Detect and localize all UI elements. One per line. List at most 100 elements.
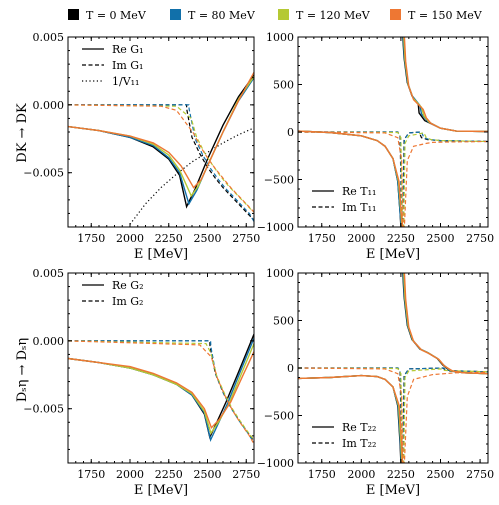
panel-G2: 1750 2000 2250 2500 2750 0.005 0.000 −0.005 E [M… xyxy=(23,267,260,498)
y-tick-label: −1000 xyxy=(257,221,294,234)
x-tick-label: 2000 xyxy=(116,232,144,245)
y-tick-label: 1000 xyxy=(266,31,294,44)
panel-legend-label: Re G₁ xyxy=(112,43,144,56)
series-line-real xyxy=(402,273,488,375)
row-label-dseta: Dₛη → Dₛη xyxy=(15,338,30,402)
x-tick-label: 2250 xyxy=(387,468,415,481)
panel-legend: Re G₂ Im G₂ xyxy=(82,279,144,308)
panel-legend-label: Re T₁₁ xyxy=(342,185,376,198)
series-line-imag xyxy=(68,104,254,213)
legend-label: T = 0 MeV xyxy=(86,9,147,22)
series-line-real xyxy=(68,76,254,198)
series-line-imag xyxy=(298,367,488,463)
x-tick-label: 2750 xyxy=(232,232,260,245)
series-line-real xyxy=(403,37,488,133)
x-tick-label: 2750 xyxy=(466,232,494,245)
y-tick-label: −0.005 xyxy=(23,403,64,416)
y-tick-label: −500 xyxy=(264,410,294,423)
x-axis-label: E [MeV] xyxy=(366,483,420,498)
series-line-real xyxy=(402,37,488,133)
panel-legend-label: Re T₂₂ xyxy=(342,421,376,434)
series-line-imag xyxy=(68,340,254,445)
panel-legend: Re T₁₁ Im T₁₁ xyxy=(312,185,376,214)
panel-legend-label: Re G₂ xyxy=(112,279,144,292)
legend-label: T = 80 MeV xyxy=(188,9,256,22)
panel-T11: 1750 2000 2250 2500 2750 1000 500 0 −500 −1000 E [… xyxy=(257,31,494,262)
x-tick-label: 2250 xyxy=(155,232,183,245)
y-tick-label: −1000 xyxy=(257,457,294,470)
x-tick-label: 2750 xyxy=(232,468,260,481)
y-tick-label: 0.005 xyxy=(33,267,65,280)
x-tick-label: 2000 xyxy=(347,468,375,481)
series-line-real xyxy=(403,37,488,133)
legend-entry: T = 80 MeV xyxy=(170,9,256,22)
x-tick-label: 1750 xyxy=(308,232,336,245)
series-line-imag xyxy=(298,367,488,463)
panel-legend-label: Im G₁ xyxy=(112,59,143,72)
series-line-real xyxy=(68,333,254,440)
series-line-real xyxy=(403,273,488,375)
series-line-imag xyxy=(68,104,254,222)
x-tick-label: 1750 xyxy=(77,468,105,481)
panel-legend-label: Im G₂ xyxy=(112,295,143,308)
series-line-real xyxy=(68,337,254,443)
x-tick-label: 2250 xyxy=(155,468,183,481)
y-tick-label: 500 xyxy=(273,315,294,328)
panel-T22: 1750 2000 2250 2500 2750 1000 500 0 −500 −1000 E [… xyxy=(257,267,494,498)
row-label-dk: DK → DK xyxy=(15,103,30,163)
x-tick-label: 2000 xyxy=(116,468,144,481)
x-axis-label: E [MeV] xyxy=(366,247,420,262)
y-tick-label: 0.005 xyxy=(33,31,65,44)
y-tick-label: 0 xyxy=(287,126,294,139)
panel-legend-label: 1/V₁₁ xyxy=(112,75,139,88)
legend-entry: T = 0 MeV xyxy=(68,9,147,22)
x-tick-label: 2500 xyxy=(194,232,222,245)
series-line-real xyxy=(68,351,254,429)
x-tick-label: 1750 xyxy=(77,232,105,245)
x-tick-label: 2250 xyxy=(387,232,415,245)
x-tick-label: 1750 xyxy=(308,468,336,481)
y-tick-label: 0.000 xyxy=(33,335,65,348)
y-tick-label: 0 xyxy=(287,362,294,375)
x-axis-label: E [MeV] xyxy=(134,483,188,498)
series-line-imag xyxy=(298,131,488,227)
legend-label: T = 150 MeV xyxy=(408,9,483,22)
panel-legend-label: Im T₁₁ xyxy=(342,201,376,214)
row-label-text: DK → DK xyxy=(15,103,30,163)
row-label-text: Dₛη → Dₛη xyxy=(15,338,30,402)
series-line-imag xyxy=(298,367,488,463)
panel-legend: Re T₂₂ Im T₂₂ xyxy=(312,421,376,450)
x-tick-label: 2500 xyxy=(427,232,455,245)
plot-area xyxy=(298,273,488,463)
series-line-real xyxy=(298,130,404,227)
series-line-real xyxy=(68,71,254,189)
x-tick-label: 2750 xyxy=(466,468,494,481)
y-tick-label: 0.000 xyxy=(33,99,65,112)
y-tick-label: 1000 xyxy=(266,267,294,280)
series-line-real xyxy=(68,77,254,206)
plot-area xyxy=(68,71,254,225)
plot-area xyxy=(68,333,254,445)
panel-legend-label: Im T₂₂ xyxy=(342,437,376,450)
x-axis-label: E [MeV] xyxy=(134,247,188,262)
y-tick-label: 500 xyxy=(273,79,294,92)
series-line-imag xyxy=(298,131,488,227)
panel-G1: 1750 2000 2250 2500 2750 0.005 0.000 −0.005 E [M… xyxy=(23,31,260,262)
legend-label: T = 120 MeV xyxy=(296,9,371,22)
x-tick-label: 2500 xyxy=(427,468,455,481)
series-line-imag xyxy=(68,340,254,443)
legend-swatch xyxy=(390,9,401,20)
series-line-real xyxy=(402,273,488,375)
series-line-imag xyxy=(68,104,254,213)
legend-entry: T = 150 MeV xyxy=(390,9,483,22)
legend-swatch xyxy=(170,9,181,20)
plot-area xyxy=(298,37,488,227)
series-line-real xyxy=(402,37,488,133)
panel-legend: Re G₁ Im G₁ 1/V₁₁ xyxy=(82,43,144,88)
series-line-imag xyxy=(298,131,488,227)
series-line-real xyxy=(68,343,254,435)
series-line-imag xyxy=(298,367,488,463)
figure-legend: T = 0 MeV T = 80 MeV T = 120 MeV T = 150 Me… xyxy=(68,9,483,22)
y-tick-label: −0.005 xyxy=(23,167,64,180)
